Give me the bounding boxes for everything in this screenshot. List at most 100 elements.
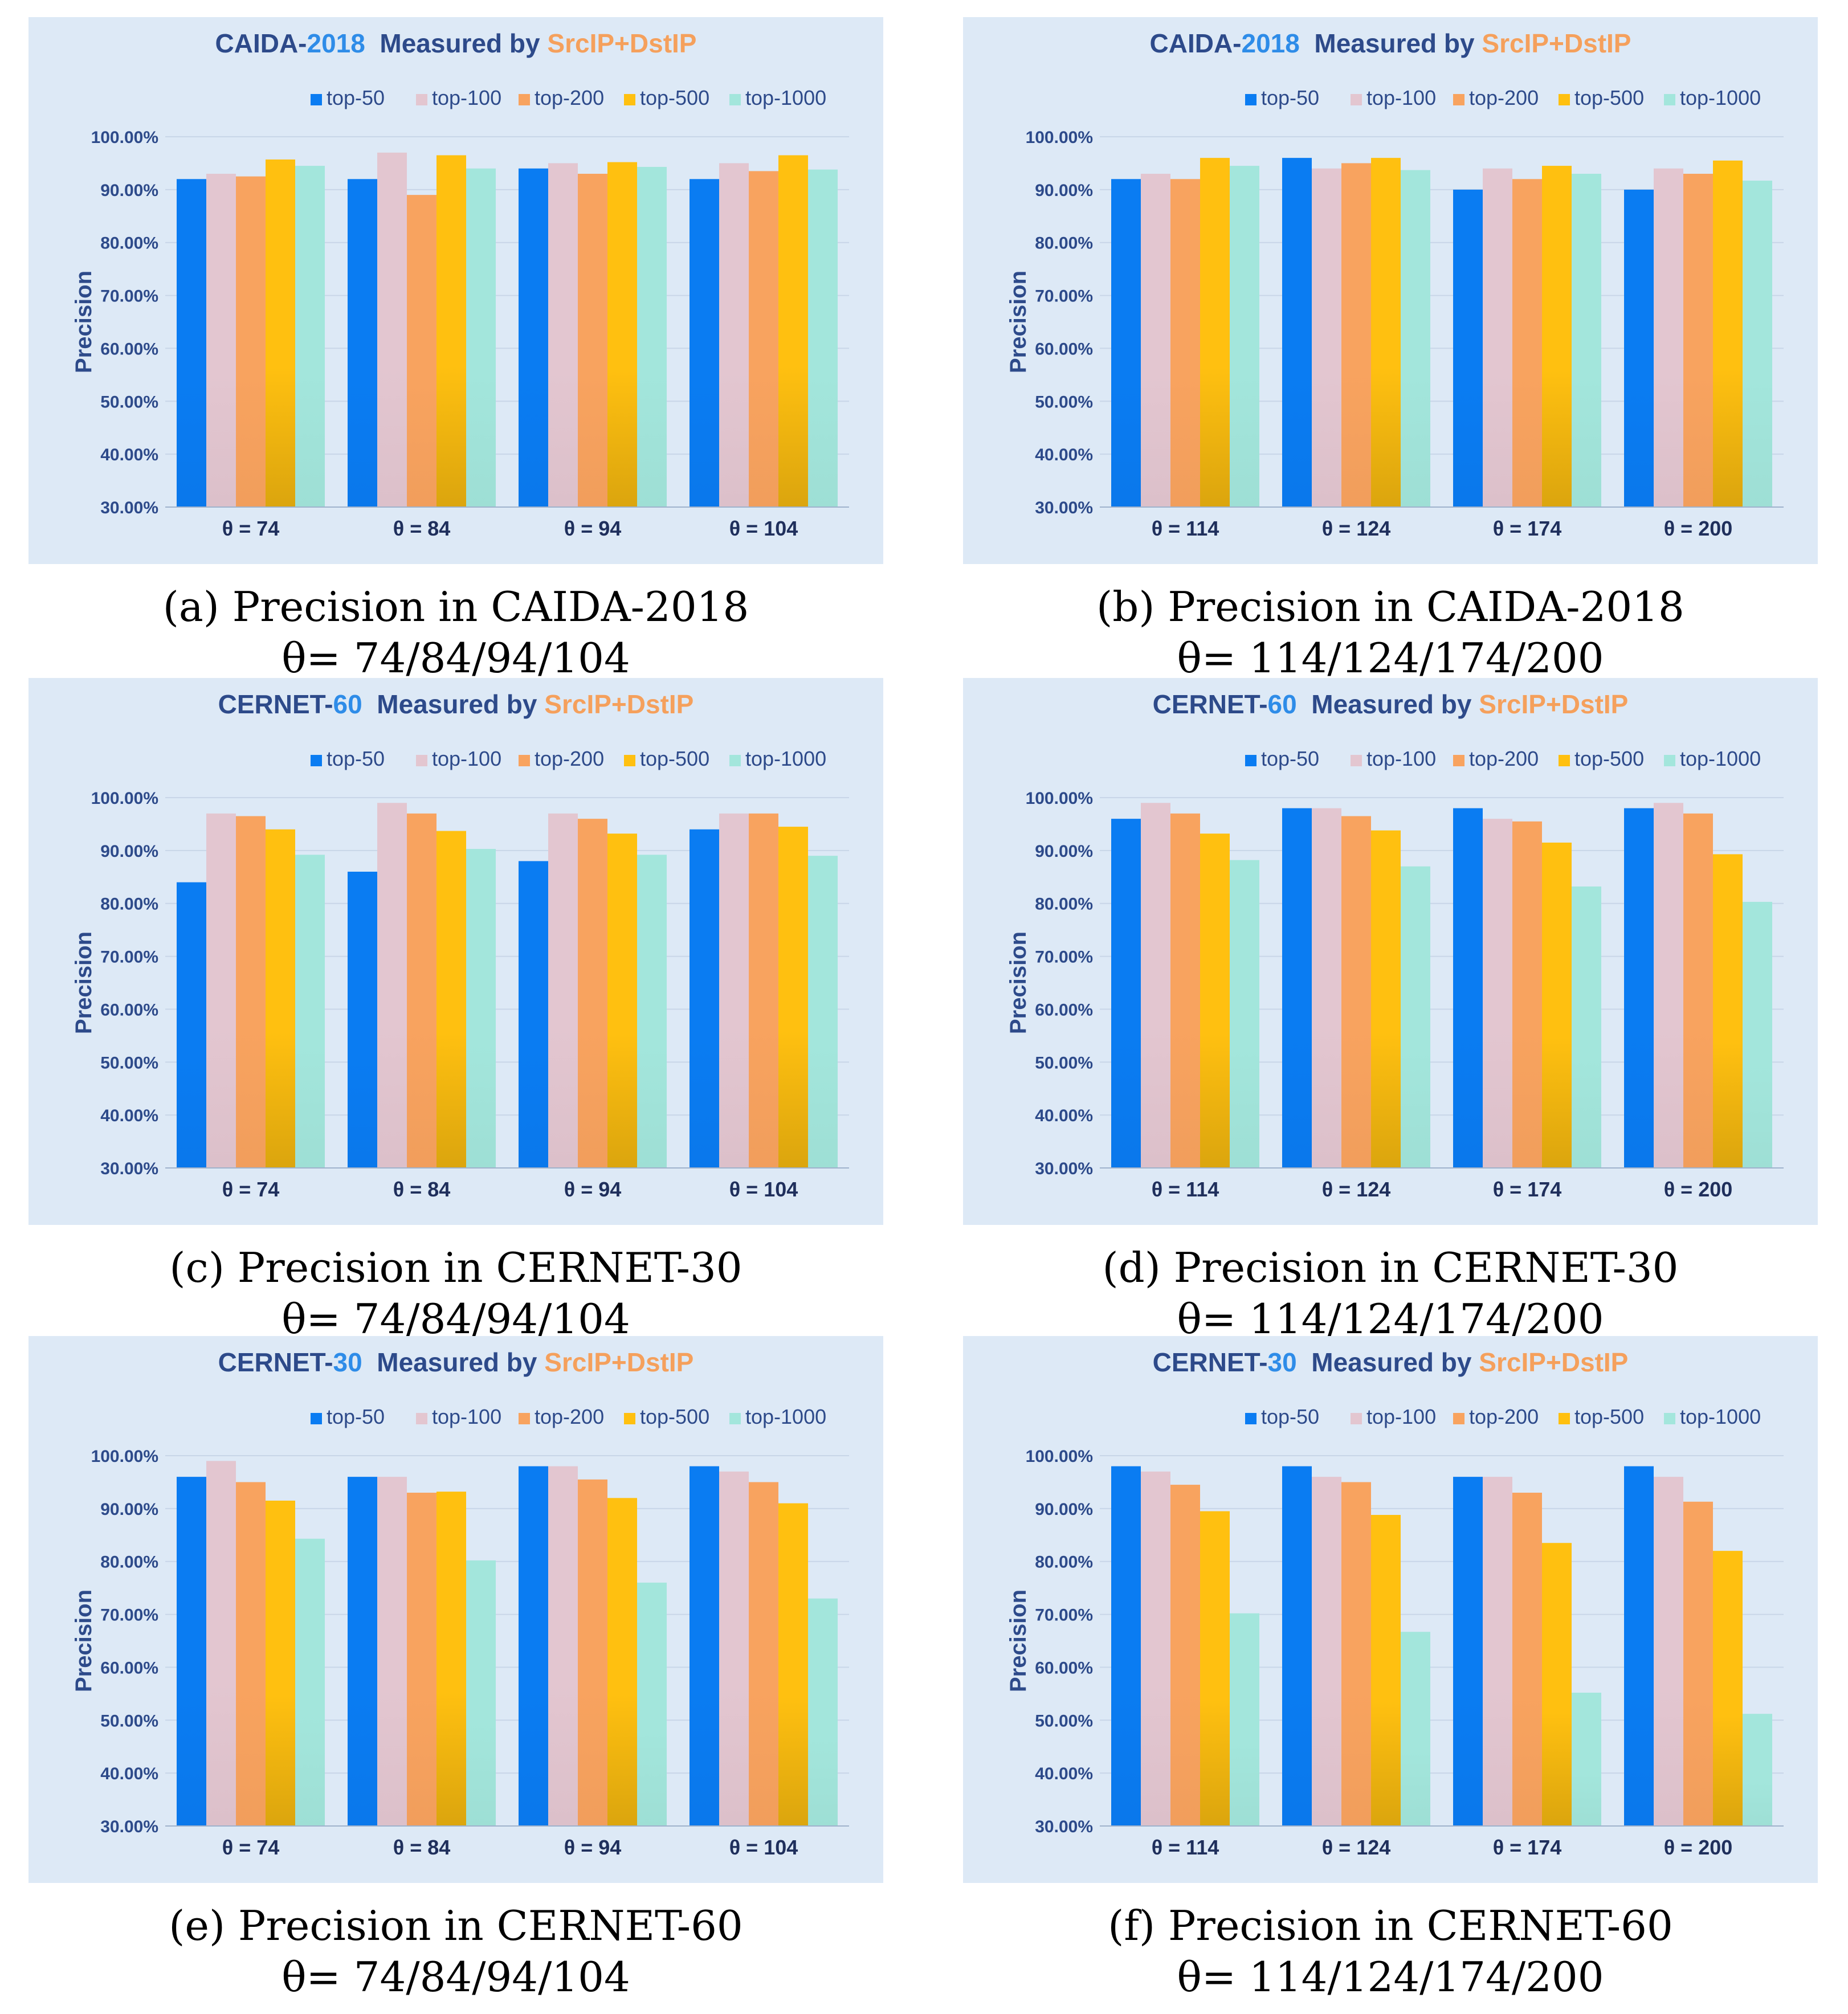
chart-title-part: Measured by: [1297, 689, 1479, 719]
y-tick-label: 100.00%: [1026, 1447, 1093, 1466]
x-tick-label: θ = 94: [564, 1178, 622, 1201]
figure-caption: (a) Precision in CAIDA-2018 θ= 74/84/94/1…: [28, 581, 883, 684]
caption-line: θ= 114/124/174/200: [1177, 634, 1604, 682]
bar: [607, 834, 637, 1168]
legend-label: top-50: [1261, 747, 1319, 770]
bar: [1282, 1466, 1312, 1826]
bar: [519, 168, 548, 507]
bar: [177, 179, 206, 507]
x-tick-label: θ = 84: [393, 1178, 451, 1201]
chart-panel: CAIDA-2018 Measured by SrcIP+DstIP top-50…: [963, 17, 1818, 695]
caption-line: (a) Precision in CAIDA-2018: [162, 583, 749, 631]
legend-label: top-1000: [1680, 1405, 1761, 1428]
bar: [1572, 1693, 1601, 1826]
bar: [1572, 174, 1601, 507]
legend-label: top-200: [535, 1405, 604, 1428]
bar: [1282, 158, 1312, 508]
bar: [436, 155, 466, 507]
y-tick-label: 30.00%: [1035, 1159, 1093, 1178]
legend-swatch: [1664, 755, 1675, 766]
bar: [266, 829, 295, 1168]
x-tick-label: θ = 84: [393, 517, 451, 540]
bar-chart: CERNET-30 Measured by SrcIP+DstIP top-50 t…: [963, 1336, 1818, 1883]
chart-title-part: 30: [1268, 1347, 1297, 1377]
bar: [1624, 189, 1654, 507]
y-tick-label: 50.00%: [100, 393, 158, 411]
bar: [407, 813, 436, 1168]
legend-label: top-500: [1574, 1405, 1644, 1428]
bar: [749, 813, 778, 1168]
bar: [1743, 1714, 1772, 1826]
y-axis-label: Precision: [1006, 1590, 1031, 1692]
y-tick-label: 50.00%: [1035, 1053, 1093, 1072]
figure-caption: (c) Precision in CERNET-30 θ= 74/84/94/10…: [28, 1242, 883, 1345]
legend-label: top-200: [535, 747, 604, 770]
bar: [1401, 866, 1430, 1168]
bar: [519, 861, 548, 1168]
legend-label: top-50: [1261, 1405, 1319, 1428]
bar: [377, 1477, 407, 1826]
x-tick-label: θ = 114: [1152, 517, 1219, 540]
y-tick-label: 70.00%: [100, 1606, 158, 1625]
y-tick-label: 60.00%: [100, 1658, 158, 1677]
y-tick-label: 40.00%: [1035, 446, 1093, 464]
legend-swatch: [1245, 755, 1257, 766]
legend-label: top-50: [327, 1405, 385, 1428]
y-tick-label: 90.00%: [100, 1500, 158, 1519]
bar: [1453, 1477, 1483, 1826]
bar: [1111, 819, 1141, 1168]
legend-label: top-1000: [1680, 747, 1761, 770]
y-tick-label: 70.00%: [1035, 1606, 1093, 1625]
x-tick-label: θ = 174: [1493, 517, 1562, 540]
chart-title: CAIDA-2018 Measured by SrcIP+DstIP: [1150, 28, 1631, 58]
bar: [1200, 834, 1230, 1168]
y-tick-label: 60.00%: [1035, 340, 1093, 358]
bar: [295, 166, 325, 508]
bar: [808, 1598, 838, 1826]
y-tick-label: 80.00%: [1035, 234, 1093, 253]
x-tick-label: θ = 200: [1664, 1836, 1733, 1859]
bar: [1371, 1515, 1401, 1826]
chart-title-part: SrcIP+DstIP: [544, 1347, 693, 1377]
x-tick-label: θ = 124: [1322, 1178, 1391, 1201]
caption-line: (b) Precision in CAIDA-2018: [1096, 583, 1684, 631]
chart-panel: CERNET-30 Measured by SrcIP+DstIP top-50 t…: [963, 1336, 1818, 2014]
bar: [1743, 181, 1772, 508]
y-tick-label: 50.00%: [100, 1053, 158, 1072]
legend-swatch: [311, 1413, 322, 1424]
legend-label: top-50: [1261, 86, 1319, 109]
bar: [466, 1560, 496, 1826]
y-tick-label: 80.00%: [100, 1553, 158, 1572]
y-tick-label: 80.00%: [100, 234, 158, 253]
bar: [1200, 1511, 1230, 1826]
legend-label: top-200: [1469, 1405, 1539, 1428]
legend-label: top-500: [640, 747, 709, 770]
bar: [348, 179, 377, 507]
legend-label: top-1000: [745, 747, 826, 770]
legend-swatch: [519, 94, 530, 105]
legend-swatch: [1664, 1413, 1675, 1424]
bar: [348, 1477, 377, 1826]
bar: [749, 171, 778, 507]
bar: [1200, 158, 1230, 508]
chart-title-part: CAIDA-: [1150, 28, 1242, 58]
legend-label: top-50: [327, 747, 385, 770]
chart-title-part: Measured by: [1300, 28, 1482, 58]
bar: [1483, 168, 1512, 507]
bar: [1401, 170, 1430, 507]
y-tick-label: 40.00%: [100, 1764, 158, 1783]
chart-title-part: SrcIP+DstIP: [547, 28, 696, 58]
chart-panel: CERNET-60 Measured by SrcIP+DstIP top-50 t…: [28, 678, 883, 1356]
y-tick-label: 50.00%: [1035, 1711, 1093, 1730]
y-tick-label: 70.00%: [1035, 287, 1093, 306]
bar: [1170, 1485, 1200, 1826]
x-tick-label: θ = 174: [1493, 1178, 1562, 1201]
y-tick-label: 50.00%: [100, 1711, 158, 1730]
legend-swatch: [1453, 94, 1464, 105]
bar: [177, 882, 206, 1168]
x-tick-label: θ = 124: [1322, 1836, 1391, 1859]
chart-title: CAIDA-2018 Measured by SrcIP+DstIP: [215, 28, 697, 58]
bar: [778, 155, 808, 507]
caption-line: θ= 74/84/94/104: [282, 1953, 630, 2001]
y-tick-label: 60.00%: [1035, 1658, 1093, 1677]
